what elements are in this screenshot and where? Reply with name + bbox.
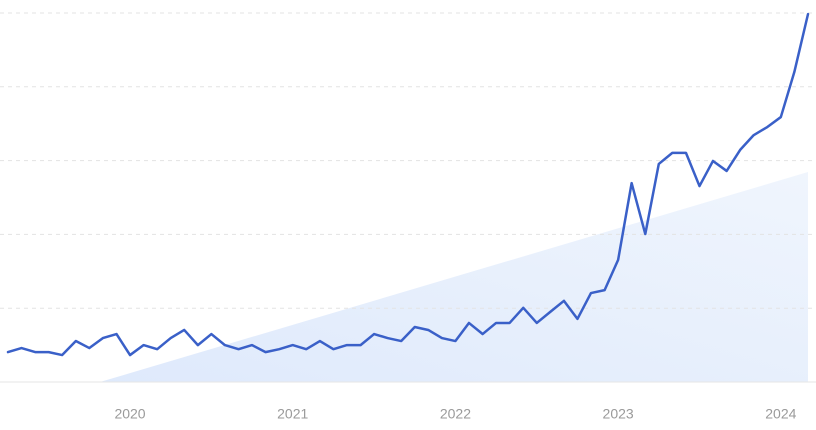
x-tick-label: 2024 [765,406,796,422]
trend-area [100,172,808,382]
x-tick-label: 2021 [277,406,308,422]
x-tick-label: 2023 [603,406,634,422]
line-series [6,12,810,357]
x-tick-label: 2020 [114,406,145,422]
x-tick-label: 2022 [440,406,471,422]
